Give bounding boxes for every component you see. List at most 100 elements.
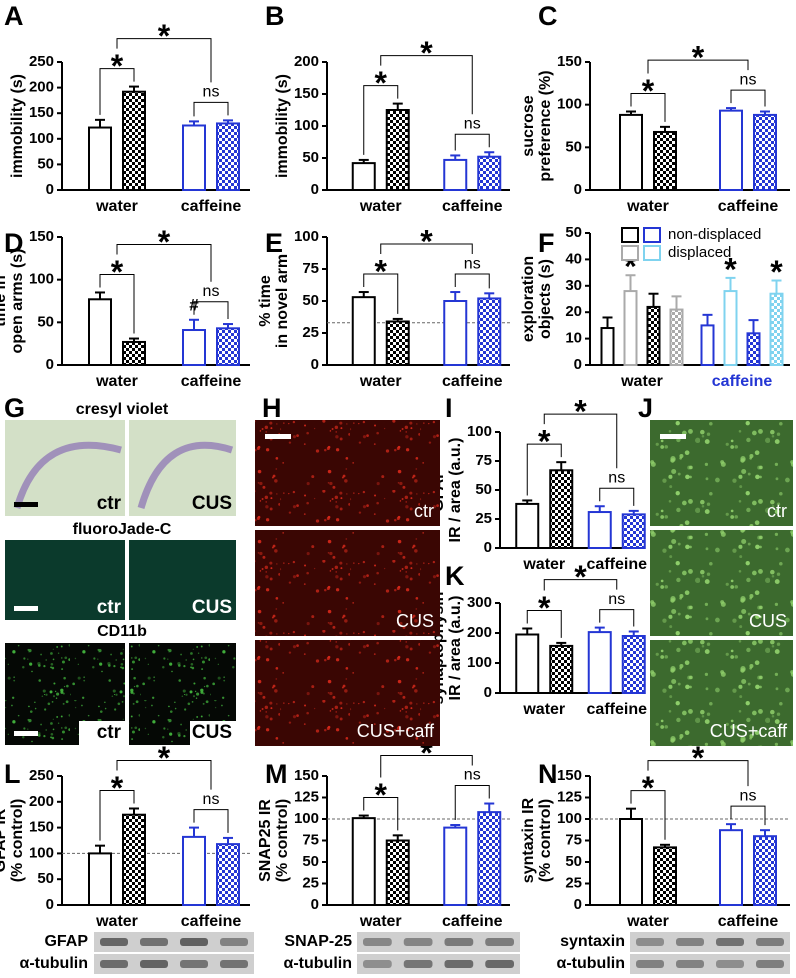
significance-label: ns (203, 283, 220, 300)
significance-label: ns (203, 84, 220, 101)
blot-band (220, 960, 248, 968)
bracket (99, 790, 135, 841)
y-axis-label: (% control) (537, 799, 554, 883)
y-tick-label: 25 (475, 510, 492, 527)
bar (182, 329, 206, 367)
significance-label: * (538, 424, 551, 460)
bar (719, 829, 743, 906)
x-tick-label: water (359, 198, 402, 215)
bar (753, 113, 777, 191)
x-tick-label: caffeine (181, 198, 242, 215)
image-label: CUS+caff (710, 721, 788, 741)
significance-label: * (158, 224, 171, 260)
x-tick-label: caffeine (718, 913, 779, 930)
legend-swatch (621, 245, 639, 261)
panel-letter: M (265, 759, 288, 789)
bar (351, 296, 376, 366)
bar (669, 308, 684, 366)
y-tick-label: 50 (302, 853, 319, 870)
panel-letter: K (445, 561, 465, 591)
bar (587, 631, 612, 694)
y-tick-label: 150 (294, 85, 319, 102)
y-tick-label: 300 (467, 594, 492, 611)
bracket (599, 487, 635, 506)
legend-label: displaced (668, 244, 731, 261)
significance-label: ns (464, 767, 481, 784)
bar (385, 320, 410, 367)
y-axis-label: in novel arm (274, 254, 291, 348)
bracket (363, 85, 399, 155)
bracket (454, 785, 490, 821)
x-tick-label: water (95, 913, 138, 930)
x-tick-label: caffeine (442, 373, 503, 390)
y-tick-label: 75 (302, 260, 319, 277)
micrograph (650, 530, 793, 636)
x-tick-label: water (359, 913, 402, 930)
y-tick-label: 10 (565, 330, 582, 347)
section-title: cresyl violet (76, 401, 169, 418)
panel-letter: E (265, 228, 283, 258)
x-tick-label: caffeine (181, 373, 242, 390)
bracket (363, 797, 399, 831)
y-tick-label: 0 (311, 181, 319, 198)
y-tick-label: 0 (484, 684, 492, 701)
x-tick-label: caffeine (442, 198, 503, 215)
bracket (380, 755, 473, 778)
y-tick-label: 100 (29, 844, 54, 861)
y-tick-label: 150 (557, 767, 582, 784)
bar (477, 155, 502, 191)
blot-band (444, 960, 474, 968)
image-label: CUS (396, 611, 434, 631)
image-label: ctr (97, 722, 122, 743)
blot-band (100, 938, 128, 946)
x-tick-label: caffeine (587, 701, 648, 718)
bracket (99, 68, 135, 115)
bracket (99, 273, 135, 334)
scale-bar (660, 434, 686, 439)
blot-band (180, 960, 208, 968)
blot-band (756, 960, 784, 968)
blot-strip (630, 932, 790, 952)
blot-label: α-tubulin (557, 955, 625, 972)
y-axis-label: time in (0, 275, 9, 327)
bar (477, 297, 502, 366)
bar (216, 843, 240, 906)
y-tick-label: 75 (302, 831, 319, 848)
bracket (380, 55, 473, 115)
y-tick-label: 50 (565, 224, 582, 241)
blot-band (756, 938, 784, 946)
bar (443, 300, 468, 366)
bar (587, 511, 612, 549)
scale-bar (14, 502, 38, 507)
micrograph (5, 420, 125, 516)
y-tick-label: 25 (302, 324, 319, 341)
y-axis-label: IR / area (a.u.) (447, 596, 464, 701)
bar (216, 122, 240, 191)
panel-letter: N (538, 759, 558, 789)
y-axis-label: syntaxin IR (520, 797, 537, 883)
y-tick-label: 150 (29, 819, 54, 836)
bar (700, 324, 715, 366)
x-tick-label: water (522, 701, 565, 718)
y-tick-label: 150 (29, 228, 54, 245)
bar (769, 292, 784, 366)
bracket (526, 443, 562, 496)
significance-label: ns (464, 115, 481, 132)
label-box (79, 721, 125, 745)
micrograph (255, 530, 440, 636)
micrograph (129, 540, 236, 620)
y-axis-label: objects (s) (537, 259, 554, 339)
significance-label: * (375, 777, 388, 813)
blot-band (676, 960, 704, 968)
bracket (193, 101, 229, 117)
bar (549, 644, 574, 695)
bar (646, 305, 661, 367)
y-axis-label: SNAP25 IR (257, 799, 274, 882)
bar (653, 130, 677, 191)
significance-label: * (375, 65, 388, 101)
bar (621, 635, 646, 694)
blot-band (716, 938, 744, 946)
significance-label: * (642, 73, 655, 109)
y-tick-label: 250 (29, 53, 54, 70)
